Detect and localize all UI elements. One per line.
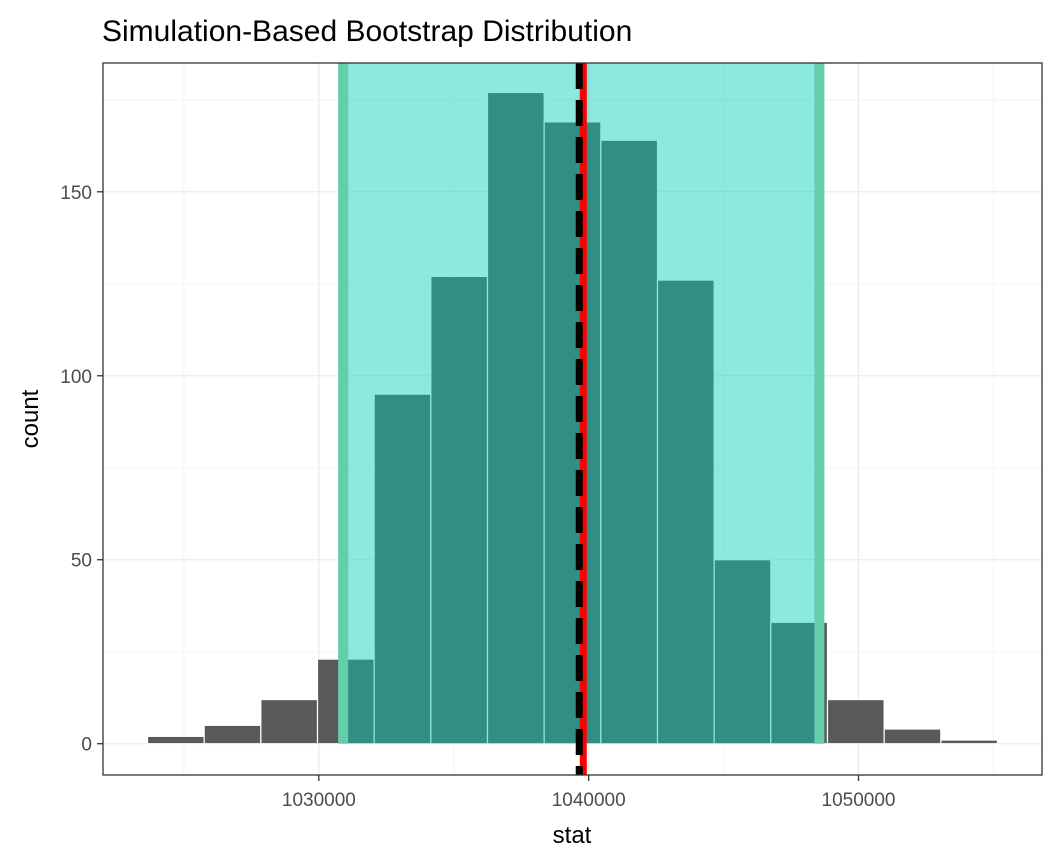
y-axis-ticks: 0 50 100 150 xyxy=(60,183,103,756)
reference-lines xyxy=(575,63,587,775)
histogram-bar xyxy=(826,698,885,745)
y-tick-label: 0 xyxy=(81,735,92,756)
histogram-bars xyxy=(146,91,999,745)
histogram-bar xyxy=(146,735,205,745)
y-tick-label: 150 xyxy=(60,183,92,204)
y-axis-title: count xyxy=(17,389,44,448)
histogram-bar xyxy=(430,275,489,745)
x-tick-label: 1030000 xyxy=(282,790,356,811)
x-axis-ticks: 1030000 1040000 1050000 xyxy=(282,775,896,811)
y-tick-label: 50 xyxy=(71,551,92,572)
histogram-bar xyxy=(656,279,715,745)
histogram-bar xyxy=(940,739,999,745)
x-tick-label: 1050000 xyxy=(822,790,896,811)
x-axis-title: stat xyxy=(553,822,592,849)
histogram-bar xyxy=(260,698,319,745)
histogram-bar xyxy=(713,559,772,745)
x-tick-label: 1040000 xyxy=(552,790,626,811)
histogram-bar xyxy=(600,139,659,745)
chart-title: Simulation-Based Bootstrap Distribution xyxy=(102,15,632,48)
plot-border xyxy=(102,62,1043,776)
histogram-bar xyxy=(883,728,942,745)
y-tick-label: 100 xyxy=(60,367,92,388)
histogram-bar xyxy=(203,724,262,745)
histogram-bar xyxy=(373,393,432,745)
histogram-bar xyxy=(486,91,545,745)
